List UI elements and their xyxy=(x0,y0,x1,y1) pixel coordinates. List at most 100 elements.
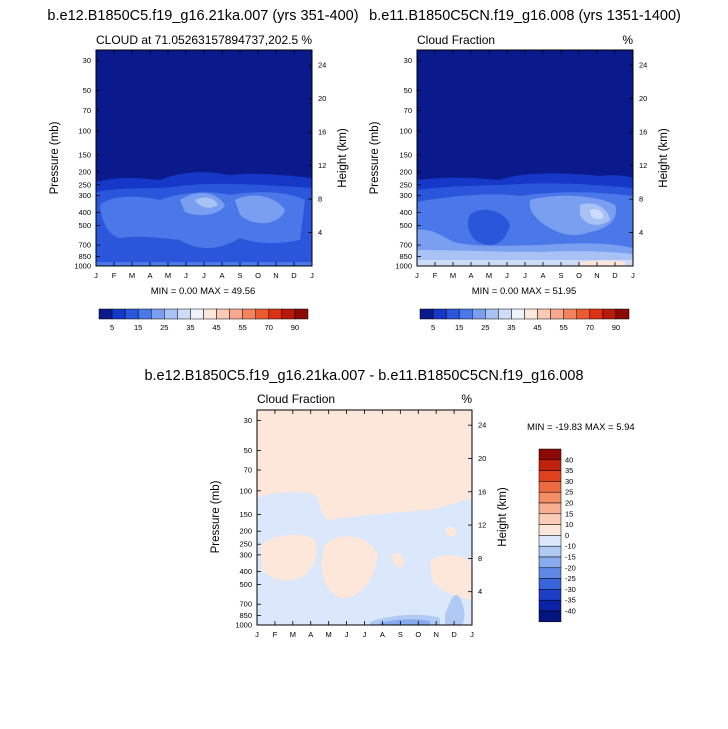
x-tick-label: J xyxy=(94,271,98,280)
panel-1-ylabel-right: Height (km) xyxy=(337,128,349,188)
y-tick-label: 150 xyxy=(399,150,412,159)
colorbar-swatch xyxy=(432,308,447,320)
panel-1-left-label: CLOUD at 71.05263157894737,202.5 xyxy=(96,33,298,47)
colorbar-swatch xyxy=(98,308,113,320)
panel-3-title: b.e12.B1850C5.f19_g16.21ka.007 - b.e11.B… xyxy=(144,368,583,384)
y-tick-label: 100 xyxy=(78,127,91,136)
y-tick-label: 100 xyxy=(239,486,252,495)
y-tick-label: 400 xyxy=(78,208,91,217)
colorbar-swatch xyxy=(538,545,562,558)
height-tick-label: 20 xyxy=(478,454,486,463)
x-tick-label: S xyxy=(237,271,242,280)
colorbar-label: 25 xyxy=(565,488,573,497)
y-tick-label: 50 xyxy=(83,86,91,95)
y-tick-label: 500 xyxy=(78,221,91,230)
colorbar-swatch xyxy=(255,308,270,320)
x-tick-label: J xyxy=(202,271,206,280)
panel-3-ylabel-right: Height (km) xyxy=(497,487,509,547)
y-tick-label: 250 xyxy=(239,540,252,549)
panel-3-unit-label: % xyxy=(461,392,472,406)
panel-1-height-ticks: 24 20 16 12 8 4 xyxy=(308,61,326,237)
panel-2-left-label: Cloud Fraction xyxy=(417,33,495,47)
y-tick-label: 50 xyxy=(244,446,252,455)
colorbar-swatch xyxy=(177,308,191,320)
colorbar-swatch xyxy=(538,459,562,471)
height-tick-label: 4 xyxy=(639,228,643,237)
colorbar-label: 40 xyxy=(565,455,573,464)
panel-3-ylabel: Pressure (mb) xyxy=(210,480,222,553)
y-tick-label: 30 xyxy=(83,56,91,65)
colorbar-label: -30 xyxy=(565,585,576,594)
colorbar-label: 70 xyxy=(586,323,594,332)
y-tick-label: 150 xyxy=(78,150,91,159)
x-tick-label: D xyxy=(612,271,618,280)
y-tick-label: 300 xyxy=(78,191,91,200)
colorbar-swatch xyxy=(538,567,562,579)
panel-1-contours xyxy=(96,50,312,266)
colorbar-label: -35 xyxy=(565,596,576,605)
colorbar-swatch xyxy=(268,308,283,320)
colorbar-label: 25 xyxy=(160,323,168,332)
x-tick-label: F xyxy=(112,271,117,280)
y-tick-label: 700 xyxy=(239,600,252,609)
colorbar-swatch xyxy=(111,308,126,320)
x-tick-label: J xyxy=(345,630,349,639)
x-tick-label: O xyxy=(255,271,261,280)
colorbar-swatch xyxy=(419,308,434,320)
height-tick-label: 12 xyxy=(478,521,486,530)
colorbar-label: 45 xyxy=(212,323,220,332)
x-tick-label: J xyxy=(523,271,527,280)
y-tick-label: 700 xyxy=(78,241,91,250)
y-tick-label: 500 xyxy=(239,580,252,589)
x-tick-label: J xyxy=(631,271,635,280)
colorbar-label: 55 xyxy=(239,323,247,332)
x-tick-label: J xyxy=(505,271,509,280)
y-tick-label: 200 xyxy=(78,167,91,176)
height-tick-label: 24 xyxy=(318,61,326,70)
x-tick-label: A xyxy=(308,630,313,639)
y-tick-label: 70 xyxy=(244,466,252,475)
y-tick-label: 300 xyxy=(399,191,412,200)
colorbar-swatch xyxy=(281,308,296,320)
height-tick-label: 12 xyxy=(318,161,326,170)
colorbar-label: 5 xyxy=(431,323,435,332)
colorbar-label: 30 xyxy=(565,477,573,486)
colorbar-label: 0 xyxy=(565,531,569,540)
x-tick-label: J xyxy=(363,630,367,639)
colorbar-label: 10 xyxy=(565,520,573,529)
y-tick-label: 850 xyxy=(399,252,412,261)
colorbar-label: 55 xyxy=(560,323,568,332)
x-tick-label: M xyxy=(290,630,296,639)
panel-1-title: b.e12.B1850C5.f19_g16.21ka.007 (yrs 351-… xyxy=(47,8,358,24)
panel-2-colorbar: 5 15 25 35 45 55 70 90 xyxy=(419,308,630,332)
y-tick-label: 70 xyxy=(83,106,91,115)
colorbar-swatch xyxy=(229,308,243,320)
y-tick-label: 250 xyxy=(399,180,412,189)
colorbar-swatch xyxy=(164,308,178,320)
colorbar-swatch xyxy=(538,481,562,493)
colorbar-label: -10 xyxy=(565,542,576,551)
x-tick-label: N xyxy=(433,630,438,639)
y-tick-label: 200 xyxy=(239,527,252,536)
y-tick-label: 400 xyxy=(239,567,252,576)
height-tick-label: 4 xyxy=(478,587,482,596)
x-tick-label: J xyxy=(415,271,419,280)
y-tick-label: 850 xyxy=(78,252,91,261)
y-tick-label: 50 xyxy=(404,86,412,95)
y-tick-label: 200 xyxy=(399,167,412,176)
y-tick-label: 1000 xyxy=(74,262,91,271)
x-tick-label: M xyxy=(165,271,171,280)
colorbar-swatch xyxy=(563,308,577,320)
colorbar-swatch xyxy=(216,308,230,320)
panel-3-height-ticks: 24 20 16 12 8 4 xyxy=(468,421,486,596)
colorbar-swatch xyxy=(498,308,512,320)
colorbar-swatch xyxy=(538,448,562,461)
x-tick-label: J xyxy=(184,271,188,280)
panel-1-unit-label: % xyxy=(301,33,312,47)
colorbar-label: 25 xyxy=(481,323,489,332)
